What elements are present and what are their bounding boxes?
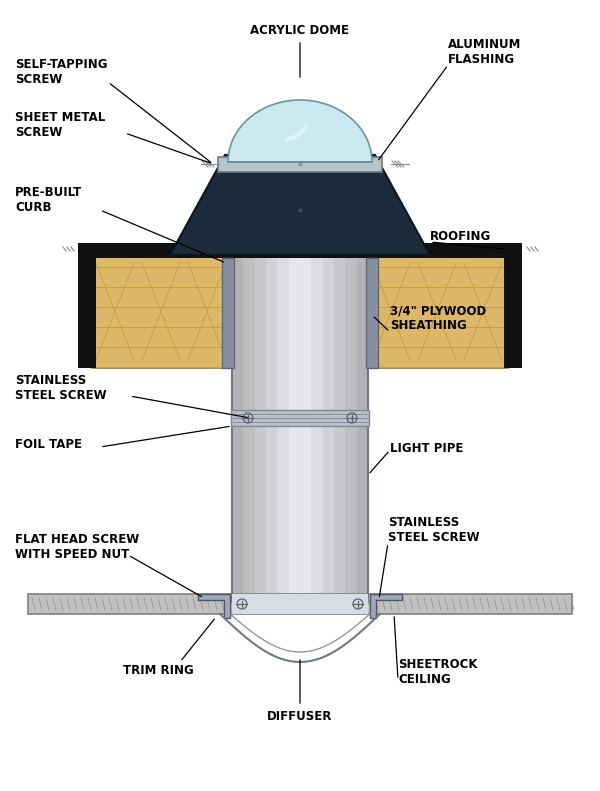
- Text: DIFFUSER: DIFFUSER: [268, 710, 332, 722]
- Polygon shape: [170, 155, 430, 255]
- Bar: [334, 195, 346, 602]
- Bar: [232, 594, 368, 614]
- Text: ACRYLIC DOME: ACRYLIC DOME: [251, 24, 349, 36]
- Bar: [244, 195, 255, 602]
- Bar: [28, 594, 572, 614]
- Text: TRIM RING: TRIM RING: [122, 664, 193, 676]
- Text: FLAT HEAD SCREW
WITH SPEED NUT: FLAT HEAD SCREW WITH SPEED NUT: [15, 533, 139, 561]
- Bar: [504, 243, 522, 368]
- Bar: [323, 195, 335, 602]
- Bar: [231, 410, 369, 426]
- Text: STAINLESS
STEEL SCREW: STAINLESS STEEL SCREW: [15, 374, 107, 402]
- Text: ALUMINUM
FLASHING: ALUMINUM FLASHING: [448, 38, 521, 66]
- Bar: [289, 195, 301, 602]
- Polygon shape: [370, 594, 402, 618]
- Text: LIGHT PIPE: LIGHT PIPE: [390, 441, 463, 455]
- Bar: [311, 195, 323, 602]
- Text: SHEETROCK
CEILING: SHEETROCK CEILING: [398, 658, 478, 686]
- Bar: [254, 195, 266, 602]
- Text: ROOFING: ROOFING: [430, 230, 491, 244]
- Bar: [356, 195, 368, 602]
- Bar: [232, 195, 244, 602]
- Bar: [78, 243, 522, 258]
- Bar: [346, 195, 357, 602]
- Polygon shape: [228, 100, 372, 162]
- Bar: [218, 157, 382, 172]
- Polygon shape: [366, 258, 378, 368]
- Polygon shape: [198, 594, 230, 618]
- Bar: [300, 195, 312, 602]
- Bar: [78, 243, 96, 368]
- Bar: [368, 255, 508, 368]
- Polygon shape: [222, 258, 234, 368]
- Bar: [92, 255, 232, 368]
- Text: STAINLESS
STEEL SCREW: STAINLESS STEEL SCREW: [388, 516, 479, 544]
- Text: SELF-TAPPING
SCREW: SELF-TAPPING SCREW: [15, 58, 107, 86]
- Bar: [277, 195, 289, 602]
- Text: 3/4" PLYWOOD
SHEATHING: 3/4" PLYWOOD SHEATHING: [390, 304, 486, 332]
- Bar: [266, 195, 278, 602]
- Text: FOIL TAPE: FOIL TAPE: [15, 438, 82, 452]
- Text: SHEET METAL
SCREW: SHEET METAL SCREW: [15, 111, 105, 139]
- Text: PRE-BUILT
CURB: PRE-BUILT CURB: [15, 186, 82, 214]
